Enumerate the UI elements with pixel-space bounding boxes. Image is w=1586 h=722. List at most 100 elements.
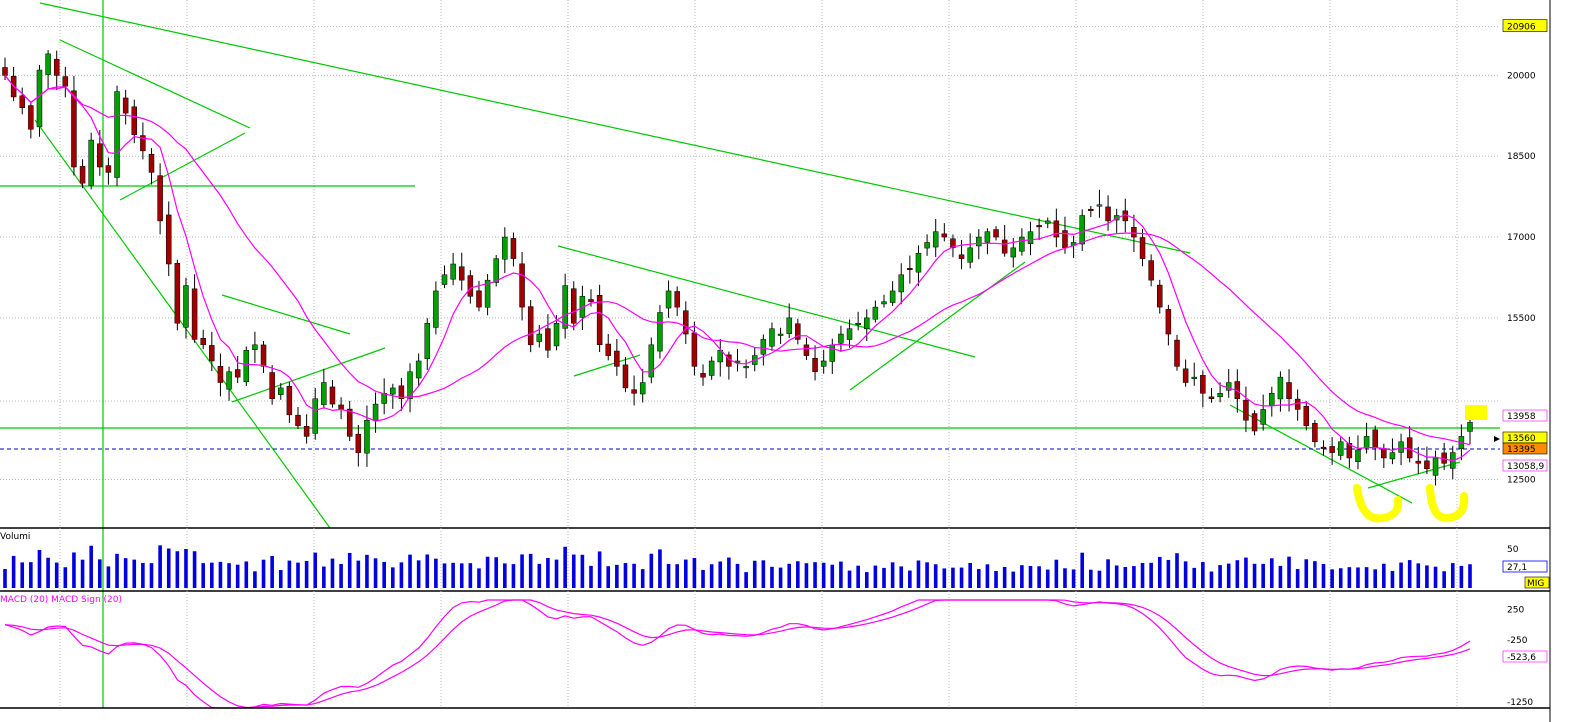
candle-body <box>605 343 611 356</box>
volume-bar <box>322 566 326 588</box>
candle-body <box>1010 247 1017 258</box>
trendline-triangle-top <box>221 294 351 335</box>
candle-body <box>114 91 120 178</box>
volume-bar <box>1356 567 1360 588</box>
volume-bar <box>1097 570 1102 588</box>
candle-body <box>1174 339 1180 367</box>
volume-unit-box <box>1524 576 1550 589</box>
candle-body <box>140 135 146 152</box>
volume-bar <box>1192 567 1197 588</box>
volume-bar <box>1140 562 1145 588</box>
trendline-end-support <box>1367 461 1461 489</box>
candle-body <box>786 317 792 334</box>
volume-bar <box>80 559 85 588</box>
candle-body <box>286 385 293 416</box>
volume-bars <box>3 545 1472 588</box>
candle-body <box>596 294 603 346</box>
candle-body <box>269 372 275 399</box>
candle-body <box>226 371 232 390</box>
candle-body <box>88 139 94 186</box>
volume-bar <box>296 562 300 588</box>
candle-body <box>28 105 34 130</box>
volume-bar <box>1313 561 1317 588</box>
volume-bar <box>899 566 904 588</box>
candle-body <box>691 332 698 367</box>
candle-body <box>708 360 715 376</box>
volume-tag: 27,1 <box>1507 563 1527 573</box>
candle-body <box>200 337 206 346</box>
volume-bar <box>770 566 774 588</box>
candle-body <box>458 266 465 281</box>
volume-bar <box>752 560 757 588</box>
candle-body <box>1251 413 1258 432</box>
candle-body <box>252 344 258 350</box>
volume-bar <box>106 566 111 588</box>
volume-bar <box>3 568 7 588</box>
macd-signal-line <box>4 599 1471 709</box>
candle-body <box>355 433 362 453</box>
candle-body <box>588 299 594 302</box>
volume-bar <box>985 564 990 588</box>
trendline-long-resistance <box>39 2 1191 254</box>
candle-body <box>1432 457 1439 476</box>
volume-bar <box>184 548 188 588</box>
volume-unit-label: MIG <box>1527 579 1544 589</box>
volume-bar <box>304 560 309 588</box>
candle-body <box>717 349 724 363</box>
volume-bar <box>477 568 481 588</box>
volume-bar <box>718 561 723 588</box>
volume-bar <box>796 561 800 588</box>
candle-body <box>760 339 767 355</box>
candle-body <box>191 288 198 340</box>
candle-body <box>346 408 353 437</box>
volume-bar <box>1183 561 1188 588</box>
candle-body <box>2 67 8 76</box>
price-tick-label: 20000 <box>1507 71 1536 81</box>
volume-bar <box>908 570 912 588</box>
candle-body <box>1139 237 1146 259</box>
candle-body <box>441 274 448 285</box>
candle-body <box>1096 204 1103 207</box>
candle-body <box>889 290 896 303</box>
volume-bar <box>1252 563 1257 588</box>
candle-body <box>1001 239 1008 254</box>
volume-bar <box>1442 571 1446 588</box>
volume-bar <box>1114 565 1119 588</box>
candle-body <box>536 333 543 342</box>
volume-bar <box>235 564 240 588</box>
volume-bar <box>1330 569 1334 588</box>
candle-body <box>71 90 77 168</box>
candle-body <box>1079 215 1085 245</box>
candle-body <box>476 290 482 308</box>
volume-bar <box>408 554 412 588</box>
candle-body <box>898 274 904 293</box>
trendline-fall-support <box>1229 404 1413 504</box>
candle-body <box>390 387 396 395</box>
candle-body <box>217 365 224 383</box>
volume-bar <box>1399 562 1403 588</box>
volume-bar <box>468 563 473 588</box>
candle-body <box>79 166 86 184</box>
highlight-smile-2 <box>1426 484 1469 523</box>
volume-bar <box>778 567 783 588</box>
volume-bar <box>804 563 809 588</box>
candle-body <box>1217 393 1223 398</box>
candle-body <box>1346 442 1353 459</box>
candle-body <box>1157 284 1163 308</box>
candle-body <box>631 389 637 394</box>
price-panel <box>0 0 1500 528</box>
candle-body <box>1027 231 1034 244</box>
candles <box>2 50 1473 486</box>
candle-body <box>855 323 861 326</box>
ma-slow-line <box>4 75 1471 446</box>
candle-body <box>484 279 491 308</box>
volume-bar <box>589 565 593 588</box>
candle-body <box>795 323 801 340</box>
candle-body <box>260 344 267 367</box>
candle-body <box>450 263 456 280</box>
candle-body <box>1294 398 1301 410</box>
volume-bar <box>72 552 76 588</box>
volume-bar <box>916 560 921 588</box>
price-tag-top-box <box>1502 19 1548 32</box>
candle-body <box>932 231 939 248</box>
